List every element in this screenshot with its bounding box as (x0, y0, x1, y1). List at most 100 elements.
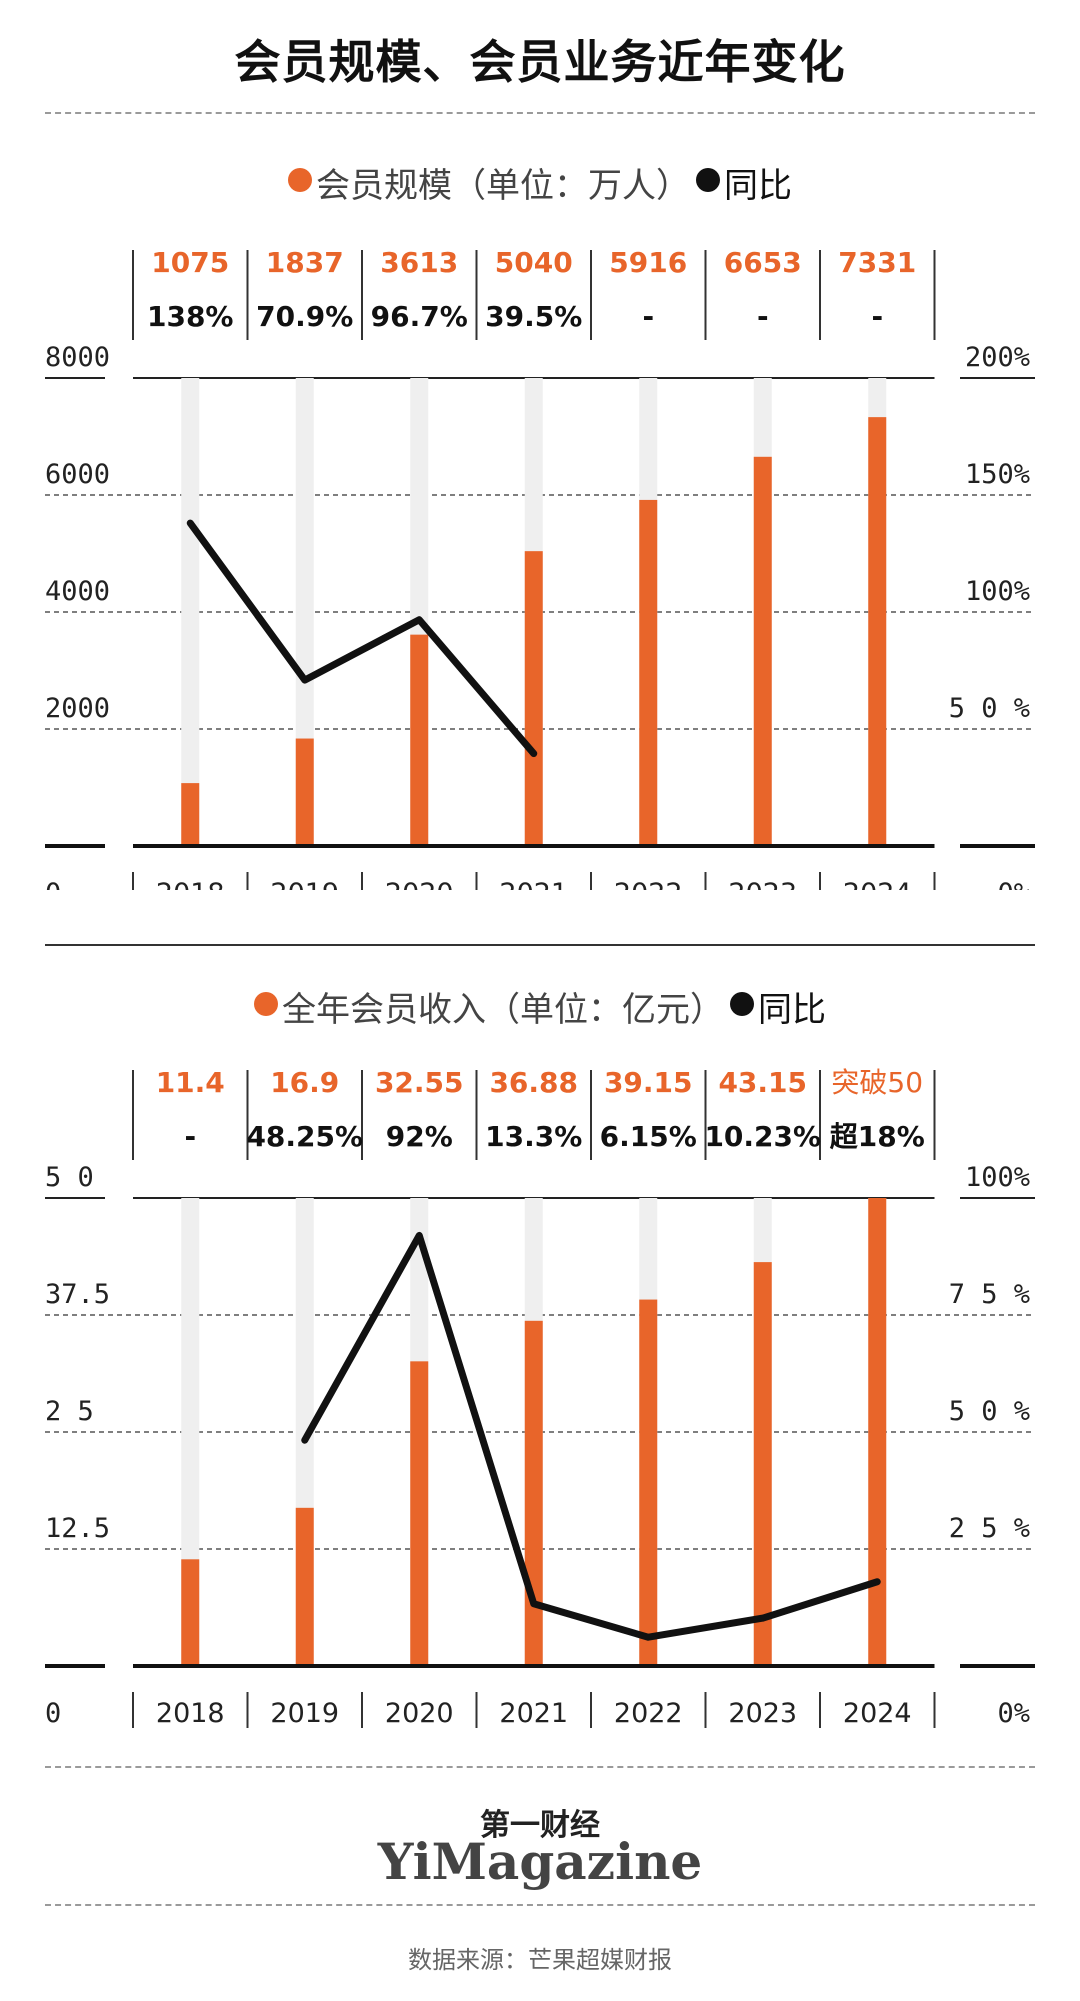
bar-track (181, 1198, 200, 1666)
y-tick-label: 4000 (45, 576, 110, 607)
bar (639, 499, 658, 846)
data-label-value: 5916 (609, 246, 687, 279)
x-tick-label: 2021 (499, 1698, 568, 1729)
bar (295, 738, 314, 846)
y2-tick-label: 5 0 % (949, 693, 1030, 724)
data-label-yoy: 超18% (830, 1120, 925, 1153)
member-revenue-chart: 11.4 - 16.9 48.25% 32.55 92% 36.88 13.3% 39.15 6.… (45, 1066, 1035, 1729)
x-tick-label: 2022 (614, 1698, 683, 1729)
x-tick-label: 2020 (385, 878, 454, 890)
bar (753, 1262, 772, 1666)
data-label-yoy: 13.3% (485, 1120, 582, 1153)
legend-revenue: 全年会员收入（单位：亿元） 同比 (0, 982, 1080, 1031)
legend-bar-swatch (254, 991, 278, 1016)
legend-bar-label: 会员规模（单位：万人） (316, 166, 690, 206)
y-tick-label: 0 (45, 1698, 61, 1729)
y-tick-label: 12.5 (45, 1513, 110, 1544)
y2-tick-label: 0% (997, 878, 1030, 890)
data-label-yoy: - (871, 300, 883, 333)
legend-line-swatch (696, 167, 720, 192)
divider (45, 1766, 1035, 1768)
data-source: 数据来源：芒果超媒财报 (408, 1946, 672, 1974)
data-label-value: 6653 (724, 246, 802, 279)
divider (45, 112, 1035, 114)
x-tick-label: 2023 (728, 1698, 797, 1729)
data-label-yoy: - (757, 300, 769, 333)
brand-logo: YiMagazine (377, 1832, 703, 1891)
bar (181, 1559, 200, 1666)
y-tick-label: 8000 (45, 342, 110, 373)
data-label-value: 43.15 (718, 1066, 807, 1099)
legend-line-swatch (730, 991, 754, 1016)
bar (295, 1507, 314, 1666)
yoy-line (186, 519, 538, 758)
bar-track (295, 378, 314, 846)
data-label-value: 5040 (495, 246, 573, 279)
data-label-value: 1075 (151, 246, 229, 279)
legend-line-label: 同比 (724, 166, 792, 206)
data-label-value: 16.9 (270, 1066, 339, 1099)
section-separator (45, 944, 1035, 946)
y-tick-label: 6000 (45, 459, 110, 490)
data-label-value: 3613 (380, 246, 458, 279)
bar (639, 1299, 658, 1666)
data-label-yoy: - (642, 300, 654, 333)
bar (524, 551, 543, 846)
brand-cn: 第一财经 (480, 1808, 600, 1843)
bar (868, 1198, 887, 1666)
data-label-value: 36.88 (489, 1066, 578, 1099)
legend-bar-swatch (288, 167, 312, 192)
y2-tick-label: 0% (997, 1698, 1030, 1729)
bar (868, 417, 887, 846)
y-tick-label: 2000 (45, 693, 110, 724)
data-label-yoy: 138% (147, 300, 234, 333)
bar (753, 456, 772, 846)
divider (45, 1904, 1035, 1906)
x-tick-label: 2021 (499, 878, 568, 890)
y2-tick-label: 5 0 % (949, 1396, 1030, 1427)
x-tick-label: 2019 (270, 1698, 339, 1729)
data-label-yoy: 96.7% (371, 300, 468, 333)
bar-track (181, 378, 200, 846)
x-tick-label: 2018 (156, 878, 225, 890)
data-label-yoy: 48.25% (246, 1120, 363, 1153)
x-tick-label: 2023 (728, 878, 797, 890)
member-scale-chart: 1075 138% 1837 70.9% 3613 96.7% 5040 39.5% 5916 -… (45, 246, 1035, 890)
data-label-yoy: 6.15% (600, 1120, 697, 1153)
y2-tick-label: 100% (965, 1162, 1030, 1193)
x-tick-label: 2019 (270, 878, 339, 890)
yoy-line (301, 1231, 881, 1641)
bar (524, 1320, 543, 1666)
data-label-value: 突破50 (831, 1066, 923, 1099)
data-label-yoy: - (184, 1120, 196, 1153)
y2-tick-label: 100% (965, 576, 1030, 607)
chart-title: 会员规模、会员业务近年变化 (234, 35, 846, 89)
y-tick-label: 0 (45, 878, 61, 890)
x-tick-label: 2020 (385, 1698, 454, 1729)
data-label-yoy: 92% (386, 1120, 453, 1153)
x-tick-label: 2022 (614, 878, 683, 890)
legend-members: 会员规模（单位：万人） 同比 (0, 158, 1080, 207)
y2-tick-label: 2 5 % (949, 1513, 1030, 1544)
data-label-value: 11.4 (156, 1066, 225, 1099)
y-tick-label: 2 5 (45, 1396, 94, 1427)
data-label-yoy: 10.23% (704, 1120, 821, 1153)
data-label-value: 39.15 (604, 1066, 693, 1099)
legend-line-label: 同比 (758, 990, 826, 1030)
data-label-yoy: 39.5% (485, 300, 582, 333)
legend-bar-label: 全年会员收入（单位：亿元） (282, 990, 724, 1030)
y2-tick-label: 200% (965, 342, 1030, 373)
bar (410, 634, 429, 846)
data-label-yoy: 70.9% (256, 300, 353, 333)
data-label-value: 32.55 (375, 1066, 464, 1099)
bar (410, 1361, 429, 1666)
y2-tick-label: 150% (965, 459, 1030, 490)
y-tick-label: 5 0 (45, 1162, 94, 1193)
x-tick-label: 2018 (156, 1698, 225, 1729)
data-label-value: 1837 (266, 246, 344, 279)
x-tick-label: 2024 (843, 878, 912, 890)
x-tick-label: 2024 (843, 1698, 912, 1729)
y2-tick-label: 7 5 % (949, 1279, 1030, 1310)
y-tick-label: 37.5 (45, 1279, 110, 1310)
data-label-value: 7331 (838, 246, 916, 279)
